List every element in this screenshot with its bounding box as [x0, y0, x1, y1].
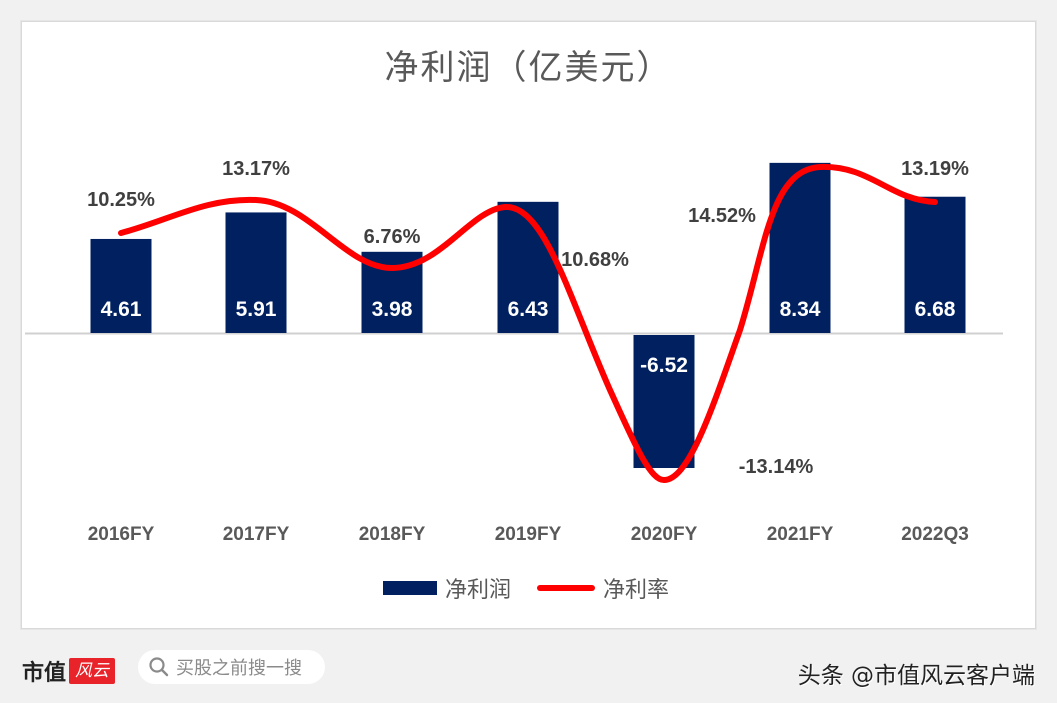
search-box[interactable]: 买股之前搜一搜 — [138, 650, 325, 684]
x-axis-labels: 2016FY 2017FY 2018FY 2019FY 2020FY 2021FY 2022… — [88, 524, 969, 545]
line-value-labels: 10.25% 13.17% 6.76% 10.68% -13.14% 14.52% 13.1… — [87, 158, 969, 478]
line-value-label: 14.52% — [688, 205, 756, 227]
x-axis-label: 2022Q3 — [901, 524, 969, 545]
x-axis-label: 2018FY — [359, 524, 426, 545]
logo-badge: 风云 — [69, 658, 116, 684]
search-placeholder: 买股之前搜一搜 — [176, 658, 302, 679]
bar-value-label: 6.43 — [508, 298, 549, 321]
x-axis-label: 2021FY — [767, 524, 834, 545]
bar-2016FY — [90, 238, 152, 333]
legend-bar-swatch — [383, 581, 437, 595]
x-axis-label: 2016FY — [88, 524, 155, 545]
bar-value-label: 4.61 — [101, 298, 142, 321]
line-value-label: 13.17% — [222, 158, 290, 180]
bar-value-label: -6.52 — [640, 354, 688, 377]
attribution-text: 头条 @市值风云客户端 — [797, 663, 1035, 689]
bar-value-labels: 4.61 5.91 3.98 6.43 -6.52 8.34 6.68 — [101, 298, 956, 377]
x-axis-label: 2020FY — [631, 524, 698, 545]
bar-2019FY — [497, 201, 559, 333]
bar-2017FY — [225, 212, 287, 333]
chart-title: 净利润（亿美元） — [384, 48, 673, 88]
logo-text: 市值 — [22, 660, 67, 686]
bar-2020FY — [633, 335, 695, 469]
line-value-label: 13.19% — [901, 158, 969, 180]
bar-value-label: 8.34 — [780, 298, 821, 321]
line-value-label: 6.76% — [364, 226, 421, 248]
bar-2021FY — [769, 162, 831, 333]
legend-line-swatch — [537, 585, 596, 591]
legend-bar-label: 净利润 — [445, 578, 512, 603]
bar-value-label: 3.98 — [372, 298, 413, 321]
search-icon — [149, 657, 169, 677]
x-axis-label: 2017FY — [223, 524, 290, 545]
brand-logo: 市值 风云 — [22, 655, 116, 687]
bar-2022Q3 — [904, 196, 966, 333]
legend: 净利润 净利率 — [383, 572, 669, 604]
line-value-label: -13.14% — [739, 456, 814, 478]
net-margin-line — [118, 163, 938, 484]
legend-line-label: 净利率 — [603, 578, 670, 603]
bar-series — [90, 162, 966, 469]
line-value-label: 10.68% — [561, 249, 629, 271]
line-value-label: 10.25% — [87, 189, 155, 211]
bar-value-label: 6.68 — [915, 298, 956, 321]
x-axis-label: 2019FY — [495, 524, 562, 545]
bar-value-label: 5.91 — [236, 298, 277, 321]
